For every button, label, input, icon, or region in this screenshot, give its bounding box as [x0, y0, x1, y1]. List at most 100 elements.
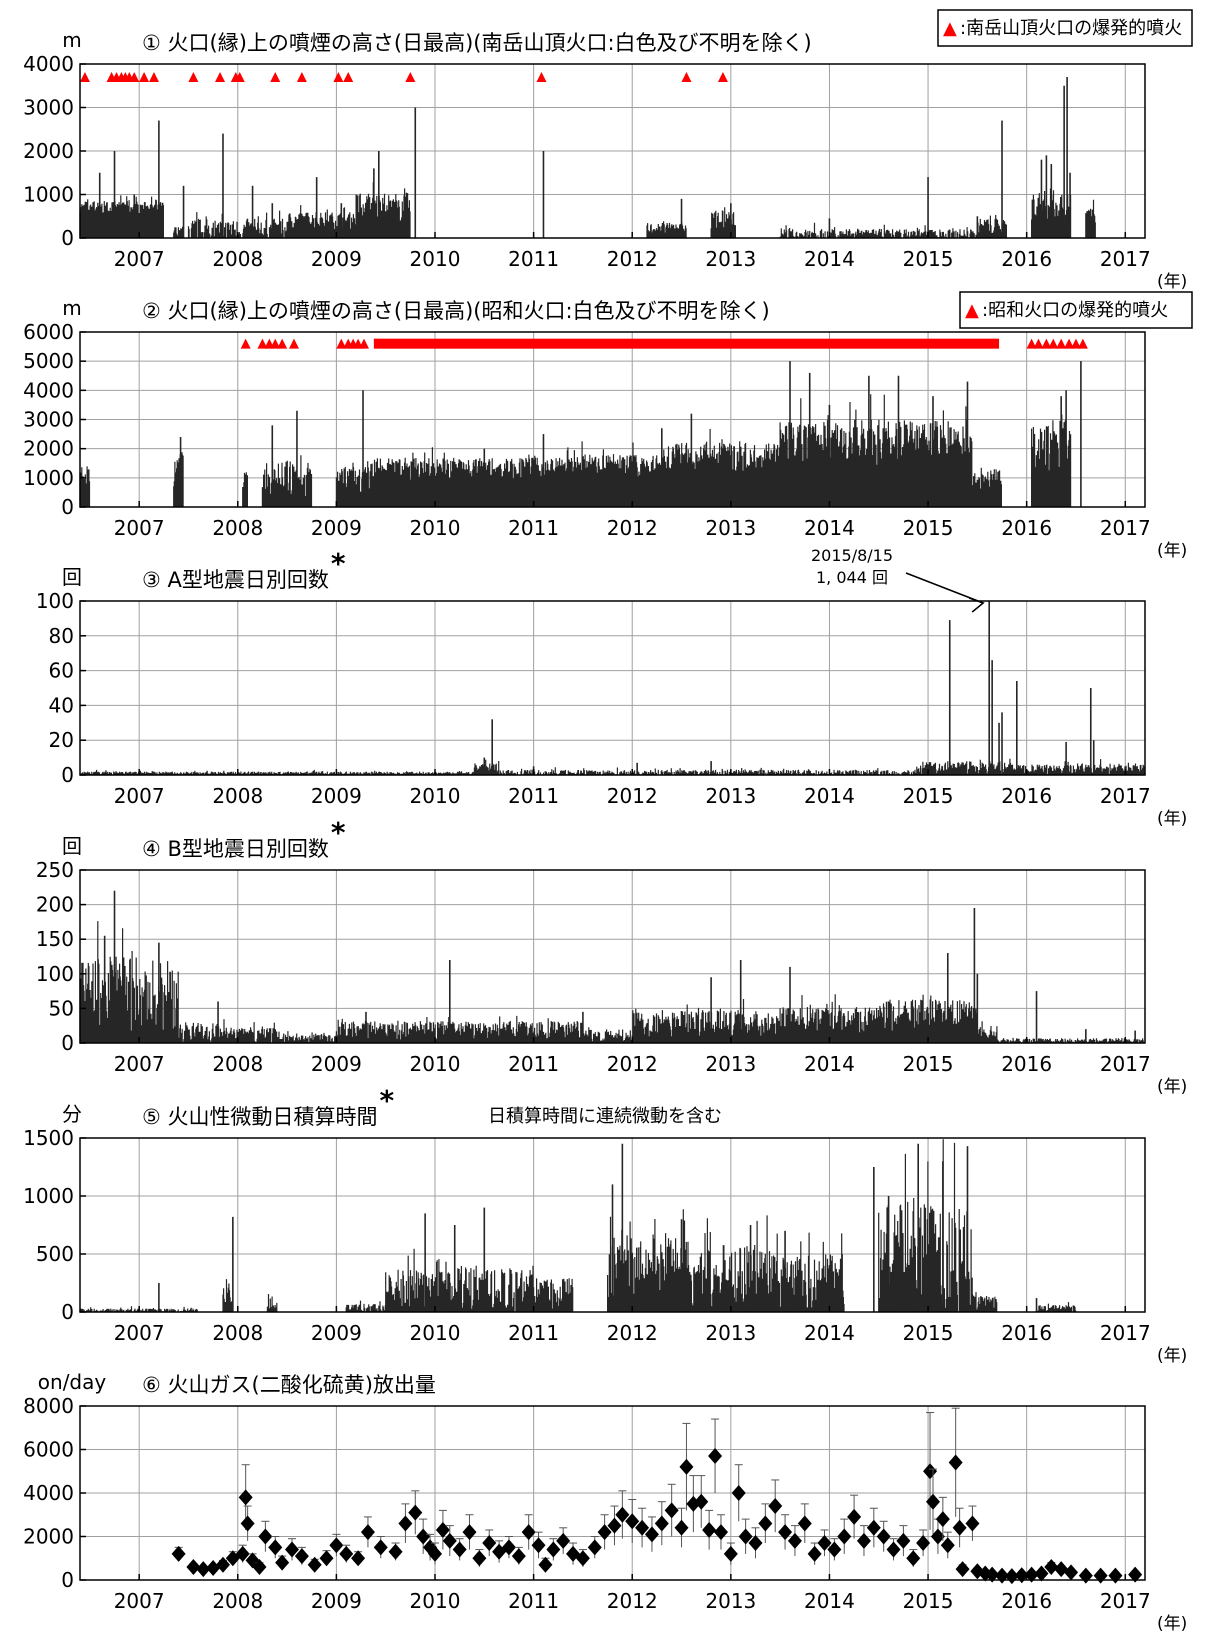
- scatter-point: [847, 1508, 862, 1525]
- bar-series-mass: [79, 1139, 1077, 1312]
- x-tick-label: 2007: [114, 247, 165, 271]
- x-tick-label: 2011: [508, 247, 559, 271]
- y-tick-label: 8000: [23, 1394, 74, 1418]
- scatter-point: [319, 1550, 334, 1567]
- x-tick-label: 2015: [903, 784, 954, 808]
- y-tick-label: 150: [36, 927, 74, 951]
- scatter-point: [556, 1532, 571, 1549]
- y-axis-unit-label: on/day: [38, 1370, 107, 1394]
- eruption-marker: [148, 72, 159, 83]
- x-axis-year-label: (年): [1157, 272, 1187, 292]
- scatter-point: [906, 1550, 921, 1567]
- x-tick-label: 2008: [212, 1321, 263, 1345]
- scatter-point: [723, 1545, 738, 1562]
- scatter-point: [935, 1511, 950, 1528]
- bar-series-mass: [79, 182, 1096, 238]
- y-tick-label: 4000: [23, 378, 74, 402]
- scatter-point: [442, 1532, 457, 1549]
- x-axis-year-label: (年): [1157, 541, 1187, 561]
- scatter-point: [351, 1550, 366, 1567]
- x-tick-label: 2013: [705, 1589, 756, 1613]
- x-tick-label: 2015: [903, 247, 954, 271]
- scatter-point: [856, 1532, 871, 1549]
- x-tick-label: 2007: [114, 516, 165, 540]
- y-tick-label: 0: [61, 1031, 74, 1055]
- x-tick-label: 2008: [212, 784, 263, 808]
- x-tick-label: 2015: [903, 1052, 954, 1076]
- eruption-marker: [1064, 338, 1075, 349]
- scatter-point: [837, 1528, 852, 1545]
- y-tick-label: 3000: [23, 408, 74, 432]
- scatter-point: [940, 1537, 955, 1554]
- x-tick-label: 2017: [1100, 516, 1151, 540]
- eruption-marker: [681, 72, 692, 83]
- scatter-point: [252, 1558, 267, 1575]
- x-tick-label: 2016: [1001, 516, 1052, 540]
- x-tick-label: 2012: [607, 1589, 658, 1613]
- scatter-point: [339, 1545, 354, 1562]
- y-axis-unit-label: 分: [62, 1102, 82, 1126]
- scatter-point: [948, 1454, 963, 1471]
- y-tick-label: 3000: [23, 96, 74, 120]
- x-tick-label: 2012: [607, 784, 658, 808]
- x-tick-label: 2013: [705, 516, 756, 540]
- panel-note: 日積算時間に連続微動を含む: [488, 1106, 722, 1127]
- x-tick-label: 2009: [311, 247, 362, 271]
- y-tick-label: 1000: [23, 466, 74, 490]
- scatter-point: [1034, 1565, 1049, 1582]
- eruption-markers: [240, 338, 1088, 349]
- scatter-point: [758, 1515, 773, 1532]
- x-tick-label: 2008: [212, 247, 263, 271]
- y-tick-label: 1000: [23, 183, 74, 207]
- scatter-point: [373, 1539, 388, 1556]
- scatter-point: [635, 1519, 650, 1536]
- scatter-point: [807, 1545, 822, 1562]
- eruption-marker: [536, 72, 547, 83]
- y-tick-label: 4000: [23, 52, 74, 76]
- scatter-point: [1108, 1567, 1123, 1584]
- x-axis-year-label: (年): [1157, 1077, 1187, 1097]
- y-tick-label: 20: [49, 728, 74, 752]
- scatter-point: [388, 1543, 403, 1560]
- y-axis-unit-label: 回: [62, 834, 82, 858]
- y-tick-label: 250: [36, 858, 74, 882]
- eruption-marker: [359, 338, 369, 349]
- eruption-marker: [1033, 338, 1044, 349]
- scatter-point: [186, 1558, 201, 1575]
- x-tick-label: 2009: [311, 1321, 362, 1345]
- scatter-point: [713, 1524, 728, 1541]
- y-tick-label: 40: [49, 693, 74, 717]
- scatter-point: [607, 1517, 622, 1534]
- x-tick-label: 2017: [1100, 247, 1151, 271]
- y-tick-label: 200: [36, 893, 74, 917]
- scatter-point: [797, 1515, 812, 1532]
- y-tick-label: 0: [61, 763, 74, 787]
- scatter-point: [674, 1519, 689, 1536]
- scatter-point: [360, 1524, 375, 1541]
- plot-frame: [79, 869, 1146, 1044]
- annotation-date: 2015/8/15: [811, 546, 893, 565]
- scatter-point: [923, 1463, 938, 1480]
- legend-box: [937, 9, 1193, 47]
- scatter-point: [472, 1550, 487, 1567]
- x-tick-label: 2016: [1001, 1589, 1052, 1613]
- y-axis-unit-label: m: [62, 28, 81, 52]
- scatter-point: [546, 1541, 561, 1558]
- eruption-marker: [1077, 338, 1088, 349]
- x-tick-label: 2010: [410, 784, 461, 808]
- x-tick-label: 2011: [508, 784, 559, 808]
- y-axis-unit-label: 回: [62, 565, 82, 589]
- scatter-point: [416, 1528, 431, 1545]
- eruption-markers: [79, 72, 728, 83]
- panel-4: 0 50 100 150 200 250 2007 2008 2009 2010 2011 2012 2…: [36, 816, 1187, 1097]
- panel-3: 0 20 40 60 80 100 2007 2008 2009 2010 2011 2012 2013…: [36, 546, 1187, 829]
- x-tick-label: 2009: [311, 1052, 362, 1076]
- x-tick-label: 2008: [212, 1052, 263, 1076]
- x-tick-label: 2013: [705, 247, 756, 271]
- y-tick-label: 6000: [23, 1438, 74, 1462]
- scatter-point: [452, 1541, 467, 1558]
- x-tick-label: 2009: [311, 1589, 362, 1613]
- y-tick-label: 100: [36, 589, 74, 613]
- panel-1: 0 1000 2000 3000 4000 2007 2008 2009 2010 2011 201…: [23, 9, 1193, 292]
- scatter-point: [1024, 1566, 1039, 1583]
